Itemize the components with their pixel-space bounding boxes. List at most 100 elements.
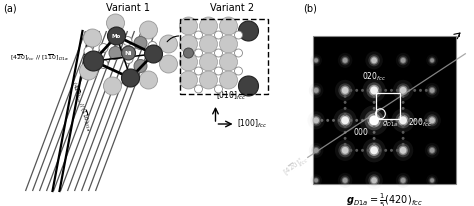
Circle shape — [384, 149, 387, 152]
Circle shape — [159, 55, 177, 73]
Circle shape — [238, 21, 258, 41]
Circle shape — [313, 178, 319, 183]
Circle shape — [363, 138, 386, 162]
Circle shape — [313, 147, 319, 154]
Circle shape — [401, 143, 404, 146]
Circle shape — [80, 62, 98, 80]
Circle shape — [428, 176, 436, 184]
Circle shape — [401, 101, 404, 104]
Circle shape — [429, 88, 435, 93]
Circle shape — [369, 115, 379, 125]
Circle shape — [396, 173, 410, 188]
Text: Ni: Ni — [125, 50, 132, 55]
Circle shape — [312, 116, 320, 125]
Circle shape — [373, 137, 375, 140]
Circle shape — [344, 95, 346, 98]
Circle shape — [200, 71, 218, 89]
Circle shape — [180, 53, 198, 71]
Circle shape — [428, 56, 436, 64]
Circle shape — [200, 17, 218, 35]
Circle shape — [430, 58, 434, 62]
Circle shape — [338, 173, 352, 188]
Circle shape — [235, 49, 243, 57]
Circle shape — [344, 131, 346, 134]
Circle shape — [344, 143, 346, 146]
Circle shape — [427, 145, 437, 155]
Circle shape — [390, 149, 393, 152]
Circle shape — [309, 83, 323, 98]
Circle shape — [401, 137, 404, 140]
Circle shape — [426, 174, 438, 186]
Circle shape — [310, 174, 322, 186]
Circle shape — [312, 56, 320, 64]
Circle shape — [370, 56, 378, 64]
Circle shape — [84, 47, 93, 55]
Circle shape — [314, 58, 318, 62]
Circle shape — [365, 171, 383, 189]
Circle shape — [355, 89, 358, 92]
Circle shape — [428, 87, 436, 94]
Circle shape — [340, 85, 350, 95]
Circle shape — [123, 74, 132, 82]
Text: $[010]_{fcc}$: $[010]_{fcc}$ — [217, 89, 247, 102]
Circle shape — [310, 54, 322, 66]
Circle shape — [309, 143, 323, 158]
Circle shape — [99, 43, 108, 53]
Circle shape — [103, 77, 121, 95]
Circle shape — [370, 176, 378, 185]
Circle shape — [368, 174, 380, 186]
Circle shape — [401, 113, 404, 116]
Circle shape — [332, 119, 335, 122]
Circle shape — [398, 145, 408, 155]
Circle shape — [335, 80, 355, 101]
Circle shape — [393, 80, 413, 101]
Circle shape — [428, 147, 436, 154]
Circle shape — [123, 36, 132, 46]
Circle shape — [395, 112, 411, 128]
Text: $000$: $000$ — [353, 126, 369, 137]
Circle shape — [399, 116, 407, 124]
Circle shape — [109, 47, 122, 60]
Circle shape — [337, 112, 353, 128]
Circle shape — [396, 143, 410, 157]
Circle shape — [107, 14, 125, 32]
Circle shape — [340, 115, 350, 126]
Text: $020_{fcc}$: $020_{fcc}$ — [362, 71, 386, 83]
Circle shape — [200, 53, 218, 71]
Circle shape — [365, 51, 383, 69]
Circle shape — [344, 107, 346, 110]
Circle shape — [393, 140, 413, 161]
Circle shape — [429, 148, 435, 153]
Circle shape — [310, 114, 322, 126]
Circle shape — [341, 116, 349, 124]
Circle shape — [408, 119, 410, 122]
Circle shape — [369, 85, 380, 96]
Circle shape — [371, 177, 377, 183]
Circle shape — [419, 119, 422, 122]
Circle shape — [373, 143, 375, 146]
Circle shape — [320, 119, 323, 122]
Circle shape — [401, 58, 406, 63]
Circle shape — [108, 27, 126, 45]
Circle shape — [219, 17, 237, 35]
Circle shape — [373, 95, 375, 98]
Circle shape — [373, 131, 375, 134]
Circle shape — [334, 108, 357, 132]
Circle shape — [343, 178, 347, 183]
Circle shape — [99, 60, 108, 69]
Circle shape — [219, 53, 237, 71]
Circle shape — [400, 177, 407, 184]
Circle shape — [366, 82, 382, 98]
Bar — [181, 19, 268, 94]
Circle shape — [343, 58, 347, 63]
Circle shape — [398, 85, 408, 95]
Circle shape — [342, 147, 348, 154]
Circle shape — [342, 177, 348, 184]
Circle shape — [340, 55, 350, 65]
Circle shape — [344, 113, 346, 116]
Circle shape — [361, 149, 364, 152]
Circle shape — [311, 85, 321, 95]
Circle shape — [429, 178, 435, 183]
Circle shape — [344, 137, 346, 140]
Circle shape — [338, 83, 352, 97]
